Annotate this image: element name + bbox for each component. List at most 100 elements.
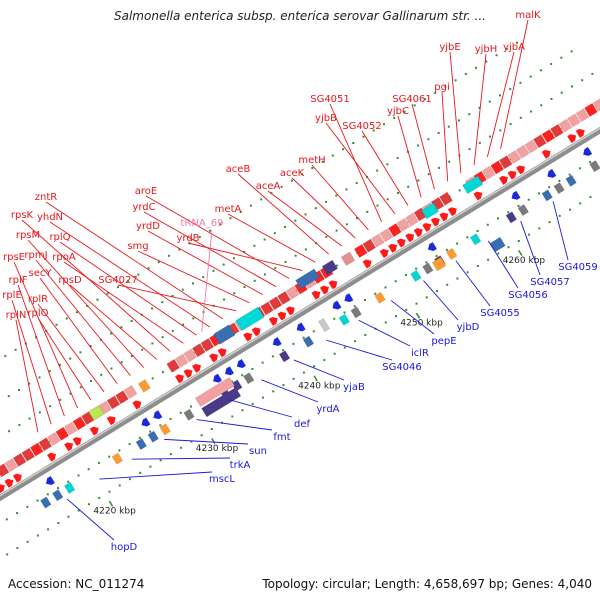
reverse-gene-block[interactable] [147, 430, 159, 443]
forward-gene-block[interactable] [371, 233, 385, 248]
forward-gene-block[interactable] [353, 244, 368, 258]
reverse-arrow[interactable] [151, 410, 163, 421]
forward-arrow[interactable] [567, 132, 578, 144]
forward-gene-block[interactable] [507, 150, 522, 164]
gene-label-yjbB[interactable]: yjbB [315, 113, 396, 214]
forward-arrow[interactable] [541, 148, 553, 159]
reverse-gene-block[interactable] [517, 204, 530, 217]
forward-gene-block[interactable] [362, 238, 377, 253]
reverse-arrow[interactable] [295, 322, 306, 334]
reverse-arrow[interactable] [330, 300, 342, 312]
gene-label-rplR[interactable]: rplR [28, 294, 105, 393]
gene-label-malK[interactable]: malK [500, 10, 541, 150]
forward-arrow[interactable] [89, 425, 101, 436]
reverse-arrow[interactable] [139, 417, 151, 429]
forward-arrow[interactable] [439, 210, 450, 222]
gene-label-trkA[interactable]: trkA [131, 457, 251, 471]
gene-label-rplF[interactable]: rplF [9, 275, 65, 417]
gene-label-yrdA[interactable]: yrdA [261, 379, 340, 415]
gene-label-hopD[interactable]: hopD [66, 498, 138, 553]
gene-label-rpsK[interactable]: rpsK [11, 210, 171, 352]
gene-label-def[interactable]: def [228, 399, 310, 430]
reverse-gene-block[interactable] [63, 481, 76, 494]
gene-block[interactable] [201, 387, 242, 418]
gene-block[interactable] [489, 236, 506, 253]
gene-label-yjaB[interactable]: yjaB [293, 359, 365, 393]
gene-label-yrdD[interactable]: yrdD [136, 221, 263, 296]
reverse-arrow[interactable] [235, 359, 246, 370]
gene-label-zntR[interactable]: zntR [35, 192, 224, 320]
forward-gene-block[interactable] [567, 113, 581, 128]
gene-label-rplQ[interactable]: rplQ [49, 232, 197, 336]
forward-gene-block[interactable] [166, 358, 180, 373]
forward-arrow[interactable] [12, 472, 24, 483]
forward-arrow[interactable] [209, 351, 220, 363]
forward-arrow[interactable] [499, 174, 510, 185]
gene-label-yjbE[interactable]: yjbE [439, 42, 462, 174]
reverse-gene-block[interactable] [541, 189, 553, 202]
gene-block[interactable] [194, 376, 235, 407]
forward-arrow[interactable] [379, 247, 391, 258]
forward-arrow[interactable] [413, 226, 425, 238]
reverse-gene-block[interactable] [469, 233, 482, 246]
gene-block[interactable] [321, 259, 338, 276]
forward-gene-block[interactable] [558, 118, 573, 133]
forward-gene-block[interactable] [575, 108, 590, 123]
forward-gene-block[interactable] [260, 301, 274, 316]
forward-arrow[interactable] [277, 310, 288, 321]
gene-block[interactable] [340, 251, 356, 267]
forward-arrow[interactable] [0, 482, 7, 494]
reverse-gene-block[interactable] [302, 335, 315, 348]
forward-arrow[interactable] [47, 451, 58, 462]
gene-label-SG4059[interactable]: SG4059 [552, 201, 598, 273]
gene-label-SG4056[interactable]: SG4056 [487, 240, 548, 301]
reverse-gene-block[interactable] [410, 269, 422, 282]
gene-label-rplO[interactable]: rplO [27, 308, 92, 401]
gene-block[interactable] [462, 175, 484, 195]
forward-arrow[interactable] [405, 231, 416, 243]
gene-label-smg[interactable]: smg [127, 241, 250, 304]
reverse-arrow[interactable] [581, 147, 593, 158]
forward-gene-block[interactable] [388, 223, 402, 238]
forward-gene-block[interactable] [584, 102, 598, 117]
forward-arrow[interactable] [132, 398, 143, 410]
forward-arrow[interactable] [243, 331, 254, 342]
gene-label-rplN[interactable]: rplN [6, 310, 39, 433]
forward-gene-block[interactable] [64, 421, 78, 436]
reverse-gene-block[interactable] [243, 372, 255, 385]
forward-arrow[interactable] [251, 325, 263, 337]
forward-gene-block[interactable] [29, 442, 44, 457]
forward-gene-block[interactable] [0, 463, 10, 478]
gene-label-SG4052[interactable]: SG4052 [342, 121, 409, 206]
gene-label-rplE[interactable]: rplE [2, 290, 52, 425]
gene-label-pgi[interactable]: pgi [434, 82, 450, 182]
gene-label-mscL[interactable]: mscL [99, 471, 235, 485]
reverse-gene-block[interactable] [338, 313, 350, 326]
forward-arrow[interactable] [422, 221, 433, 232]
forward-gene-block[interactable] [115, 390, 129, 405]
gene-block[interactable] [213, 324, 236, 345]
gene-label-aceB[interactable]: aceB [226, 164, 330, 255]
forward-gene-block[interactable] [277, 291, 291, 305]
forward-arrow[interactable] [507, 169, 519, 180]
forward-gene-block[interactable] [285, 285, 300, 300]
reverse-arrow[interactable] [342, 293, 354, 304]
forward-arrow[interactable] [473, 190, 484, 201]
reverse-gene-block[interactable] [183, 408, 195, 421]
forward-gene-block[interactable] [439, 191, 453, 206]
reverse-gene-block[interactable] [52, 489, 64, 502]
reverse-gene-block[interactable] [589, 160, 600, 173]
forward-gene-block[interactable] [524, 139, 539, 154]
forward-gene-block[interactable] [533, 134, 547, 149]
forward-gene-block[interactable] [46, 432, 61, 446]
forward-arrow[interactable] [447, 205, 459, 217]
reverse-arrow[interactable] [545, 168, 557, 180]
gene-label-SG4027[interactable]: SG4027 [98, 275, 237, 312]
forward-gene-block[interactable] [123, 385, 138, 399]
gene-block[interactable] [318, 318, 331, 333]
reverse-arrow[interactable] [211, 373, 223, 385]
gene-label-yjbD[interactable]: yjbD [423, 280, 480, 333]
gene-block[interactable] [431, 256, 447, 272]
forward-gene-block[interactable] [200, 338, 215, 352]
